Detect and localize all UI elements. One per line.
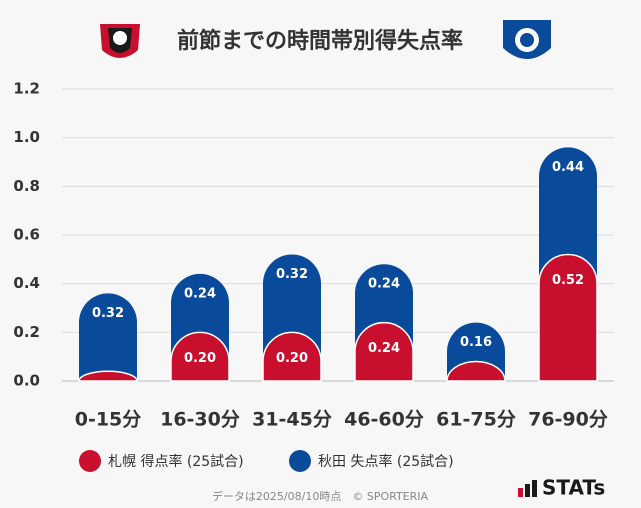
- x-tick-label: 31-45分: [252, 409, 332, 431]
- bar-segment: [170, 331, 230, 382]
- data-label: 0.24: [184, 286, 216, 301]
- brand-logo: [518, 480, 537, 497]
- data-label: 0.44: [552, 160, 584, 175]
- y-tick-label: 0.6: [13, 226, 40, 244]
- x-tick-label: 46-60分: [344, 409, 424, 431]
- y-tick-label: 0.8: [13, 177, 40, 195]
- y-tick-label: 0.4: [13, 274, 40, 292]
- x-tick-label: 76-90分: [528, 409, 608, 431]
- legend-marker: [79, 450, 101, 472]
- brand: STATs: [542, 476, 605, 500]
- x-tick-label: 16-30分: [160, 409, 240, 431]
- legend-label: 秋田 失点率 (25試合): [318, 453, 454, 470]
- away-logo: [503, 20, 551, 59]
- bar-segment: [78, 370, 138, 382]
- x-tick-label: 0-15分: [75, 409, 142, 431]
- y-tick-label: 0.2: [13, 323, 40, 341]
- data-label: 0.20: [184, 351, 216, 366]
- data-label: 0.52: [552, 273, 584, 288]
- source: データは2025/08/10時点 © SPORTERIA: [212, 489, 429, 503]
- data-label: 0.32: [276, 267, 308, 282]
- bar-segment: [79, 293, 137, 381]
- y-tick-label: 1.2: [13, 80, 40, 98]
- y-tick-label: 0.0: [13, 372, 40, 390]
- bar-segment: [446, 360, 506, 382]
- data-label: 0.16: [460, 335, 492, 350]
- bar-segment: [262, 331, 322, 382]
- y-tick-label: 1.0: [13, 128, 40, 146]
- bar-segment: [354, 321, 414, 382]
- x-tick-label: 61-75分: [436, 409, 516, 431]
- data-label: 0.24: [368, 341, 400, 356]
- legend-marker: [289, 450, 311, 472]
- data-label: 0.32: [92, 306, 124, 321]
- bar-segment: [538, 253, 598, 382]
- data-label: 0.24: [368, 277, 400, 292]
- home-logo: [100, 24, 140, 58]
- chart-title: 前節までの時間帯別得失点率: [177, 28, 463, 54]
- legend-label: 札幌 得点率 (25試合): [108, 453, 244, 470]
- data-label: 0.20: [276, 351, 308, 366]
